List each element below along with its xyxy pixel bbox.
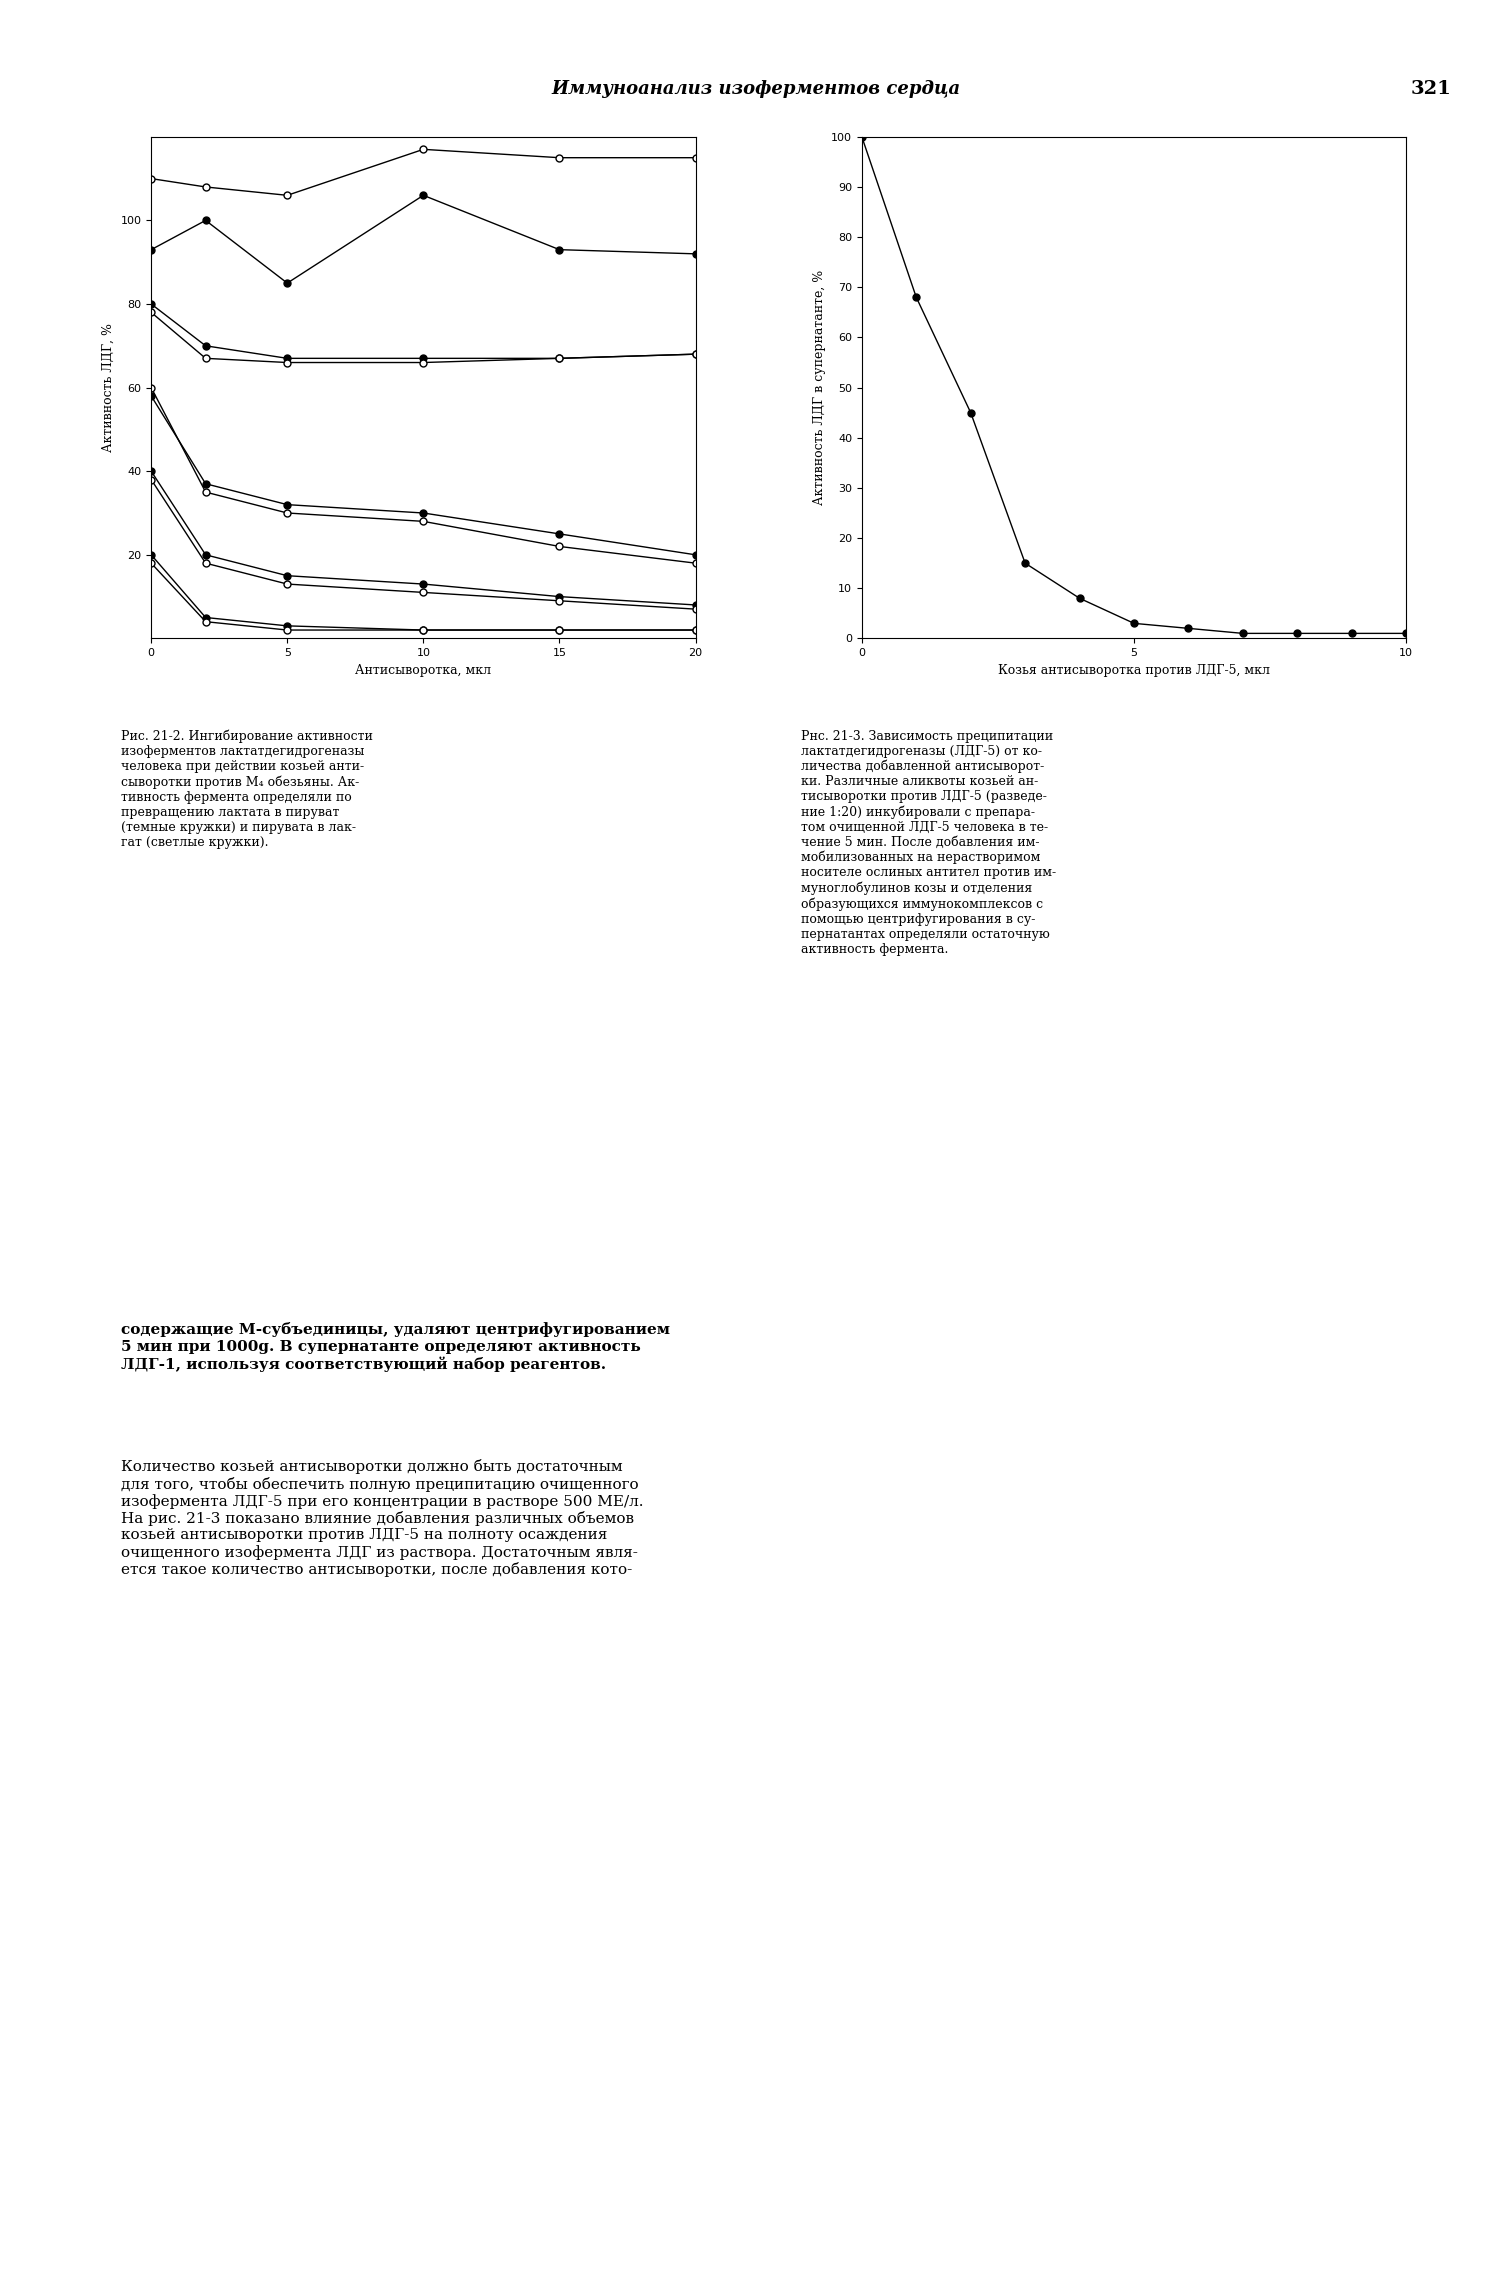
Y-axis label: Активность ЛДГ, %: Активность ЛДГ, % bbox=[101, 324, 115, 451]
X-axis label: Козья антисыворотка против ЛДГ-5, мкл: Козья антисыворотка против ЛДГ-5, мкл bbox=[998, 663, 1270, 677]
Text: Количество козьей антисыворотки должно быть достаточным
для того, чтобы обеспечи: Количество козьей антисыворотки должно б… bbox=[121, 1459, 644, 1578]
Text: Рнс. 21-3. Зависимость преципитации
лактатдегидрогеназы (ЛДГ-5) от ко-
личества : Рнс. 21-3. Зависимость преципитации лакт… bbox=[801, 730, 1057, 955]
X-axis label: Антисыворотка, мкл: Антисыворотка, мкл bbox=[355, 663, 491, 677]
Text: 321: 321 bbox=[1411, 80, 1452, 98]
Text: Рис. 21-2. Ингибирование активности
изоферментов лактатдегидрогеназы
человека пр: Рис. 21-2. Ингибирование активности изоф… bbox=[121, 730, 373, 848]
Text: Иммуноанализ изоферментов сердца: Иммуноанализ изоферментов сердца bbox=[552, 80, 960, 98]
Text: содержащие М-субъединицы, удаляют центрифугированием
5 мин при 1000g. В супернат: содержащие М-субъединицы, удаляют центри… bbox=[121, 1322, 670, 1373]
Y-axis label: Активность ЛДГ в супернатанте, %: Активность ЛДГ в супернатанте, % bbox=[812, 269, 826, 506]
